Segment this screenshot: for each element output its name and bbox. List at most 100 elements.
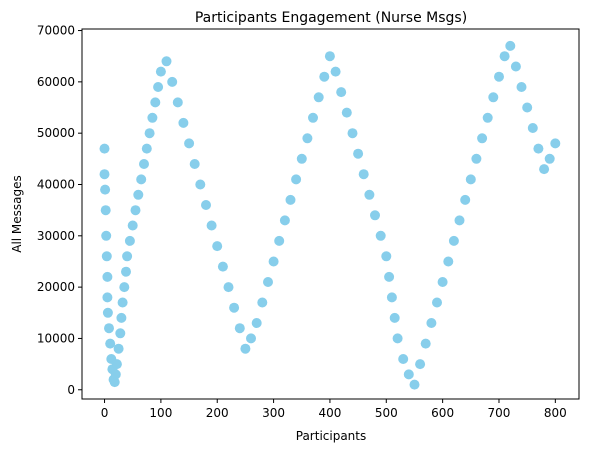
data-point bbox=[119, 282, 130, 293]
data-point bbox=[240, 343, 251, 354]
data-point bbox=[102, 271, 113, 282]
data-point bbox=[144, 128, 155, 139]
data-point bbox=[477, 133, 488, 144]
data-point bbox=[116, 312, 127, 323]
data-point bbox=[100, 205, 111, 216]
data-point bbox=[533, 143, 544, 154]
data-point bbox=[139, 159, 149, 169]
data-point bbox=[117, 297, 128, 308]
x-tick-label: 0 bbox=[101, 406, 109, 420]
x-tick-label: 400 bbox=[318, 406, 341, 420]
data-point bbox=[109, 377, 120, 388]
y-tick-label: 0 bbox=[67, 383, 75, 397]
y-tick-label: 40000 bbox=[37, 177, 75, 191]
data-point bbox=[353, 148, 364, 159]
data-point bbox=[443, 256, 454, 267]
data-point bbox=[178, 117, 189, 128]
data-point bbox=[454, 215, 465, 226]
data-point bbox=[482, 112, 493, 123]
data-point bbox=[130, 205, 141, 216]
data-point bbox=[415, 359, 426, 370]
data-point bbox=[499, 51, 510, 62]
data-point bbox=[460, 194, 471, 205]
data-point bbox=[195, 179, 206, 190]
data-point bbox=[409, 379, 420, 390]
x-tick-label: 600 bbox=[431, 406, 454, 420]
data-point bbox=[257, 297, 268, 308]
y-tick-label: 30000 bbox=[37, 229, 75, 243]
data-point bbox=[217, 261, 228, 272]
data-point bbox=[358, 169, 369, 180]
data-point bbox=[111, 359, 122, 370]
data-point bbox=[437, 277, 448, 287]
data-point bbox=[285, 194, 296, 205]
data-point bbox=[251, 318, 262, 328]
data-point bbox=[527, 123, 538, 133]
data-point bbox=[488, 92, 499, 103]
data-point bbox=[324, 51, 335, 62]
data-point bbox=[308, 112, 318, 123]
data-point bbox=[153, 82, 164, 92]
data-point bbox=[432, 297, 442, 308]
data-point bbox=[341, 107, 352, 118]
data-point bbox=[206, 220, 217, 231]
data-point bbox=[522, 102, 533, 113]
data-point bbox=[330, 66, 341, 77]
data-point bbox=[539, 164, 550, 175]
data-point bbox=[212, 241, 223, 252]
data-point bbox=[516, 82, 527, 92]
data-point bbox=[426, 318, 437, 328]
data-point bbox=[398, 354, 409, 364]
data-point bbox=[505, 40, 516, 51]
data-point bbox=[465, 174, 476, 185]
y-tick-label: 50000 bbox=[37, 126, 75, 140]
x-tick-label: 100 bbox=[149, 406, 172, 420]
data-point bbox=[136, 174, 147, 185]
data-point bbox=[291, 174, 302, 185]
data-point bbox=[246, 333, 256, 344]
data-point bbox=[110, 369, 121, 380]
data-point bbox=[471, 153, 482, 164]
x-axis-label: Participants bbox=[296, 429, 367, 443]
data-point bbox=[102, 292, 113, 303]
data-point bbox=[99, 143, 110, 154]
data-point bbox=[100, 184, 111, 195]
data-point bbox=[370, 210, 380, 221]
data-point bbox=[121, 266, 131, 277]
x-tick-label: 500 bbox=[375, 406, 398, 420]
data-point bbox=[279, 215, 290, 226]
data-point bbox=[494, 71, 504, 82]
data-point bbox=[403, 369, 414, 380]
data-point bbox=[544, 153, 555, 164]
data-point bbox=[102, 307, 113, 318]
data-point bbox=[201, 200, 211, 210]
y-tick-label: 10000 bbox=[37, 331, 75, 345]
data-point bbox=[263, 277, 273, 287]
data-point bbox=[268, 256, 279, 267]
data-point bbox=[313, 92, 324, 103]
data-point bbox=[105, 338, 116, 349]
data-point bbox=[223, 282, 234, 293]
data-point bbox=[155, 66, 166, 77]
data-point bbox=[296, 153, 307, 164]
data-point bbox=[127, 220, 138, 231]
data-point bbox=[347, 128, 358, 139]
data-point bbox=[167, 76, 178, 87]
data-point bbox=[389, 312, 400, 323]
y-tick-label: 70000 bbox=[37, 24, 75, 38]
data-point bbox=[141, 143, 152, 154]
data-point bbox=[448, 235, 459, 246]
data-point bbox=[302, 133, 313, 144]
y-tick-label: 20000 bbox=[37, 280, 75, 294]
data-point bbox=[392, 333, 403, 344]
chart-title: Participants Engagement (Nurse Msgs) bbox=[195, 10, 467, 26]
x-tick-label: 300 bbox=[262, 406, 285, 420]
data-point bbox=[234, 323, 245, 334]
x-axis: 0 100 200 300 400 500 600 700 800 bbox=[101, 399, 567, 420]
data-point bbox=[550, 138, 561, 149]
data-point bbox=[510, 61, 521, 72]
y-axis: 0 10000 20000 30000 40000 50000 60000 70000 bbox=[37, 24, 82, 397]
data-point bbox=[133, 189, 144, 200]
